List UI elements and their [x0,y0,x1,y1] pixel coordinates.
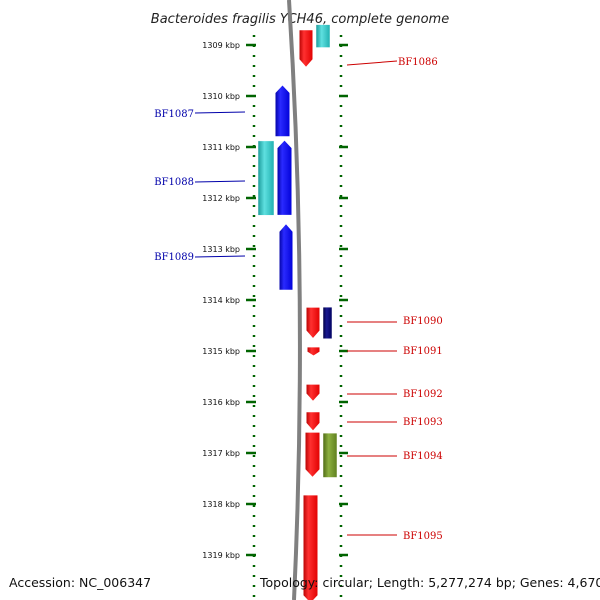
gene-label-bf1095[interactable]: BF1095 [403,531,443,542]
gene-label-bf1093[interactable]: BF1093 [403,417,443,428]
gene-arrow-bf1095[interactable] [302,494,319,600]
gene-layer [274,29,321,600]
leader-line-bf1089 [194,255,246,258]
feature-layer [257,24,338,478]
ruler-tick-label: 1315 kbp [202,347,240,356]
gene-arrow-bf1088[interactable] [276,139,293,216]
gene-label-bf1091[interactable]: BF1091 [403,346,443,357]
ruler-tick-label: 1319 kbp [202,551,240,560]
ruler-tick-label: 1317 kbp [202,449,240,458]
gene-arrow-bf1092[interactable] [305,383,321,403]
ruler-tick-label: 1311 kbp [202,143,240,152]
feature-teal-bar [257,140,275,216]
ruler-tick-label: 1316 kbp [202,398,240,407]
accession-text: Accession: NC_006347 [9,575,151,590]
backbone-layer [287,0,302,600]
leader-line-bf1088 [194,180,246,183]
gene-label-bf1092[interactable]: BF1092 [403,389,443,400]
ruler-tick-label: 1313 kbp [202,245,240,254]
gene-arrow-bf1093[interactable] [305,411,321,432]
gene-arrow-bf1091[interactable] [306,346,321,357]
gene-arrow-bf1086[interactable] [298,29,314,69]
feature-navy-bar [322,306,333,340]
gene-label-bf1090[interactable]: BF1090 [403,316,443,327]
ruler-tick-label: 1318 kbp [202,500,240,509]
ruler-tick-label: 1310 kbp [202,92,240,101]
gene-arrow-bf1087[interactable] [274,84,291,138]
gene-label-layer: BF1086 BF1087 BF1088 BF1089 BF1090 BF1091 BF10… [154,57,443,542]
ruler-tick-label: 1309 kbp [202,41,240,50]
feature-teal-bar [315,24,331,48]
feature-olive-bar [322,432,338,478]
ruler-tick-label: 1312 kbp [202,194,240,203]
gene-arrow-bf1090[interactable] [305,306,321,340]
ruler-tick-label: 1314 kbp [202,296,240,305]
gene-label-bf1089[interactable]: BF1089 [154,252,194,263]
map-title: Bacteroides fragilis YCH46, complete gen… [151,12,449,27]
genome-backbone [287,0,302,600]
topology-text: Topology: circular; Length: 5,277,274 bp… [259,575,600,590]
gene-arrow-bf1089[interactable] [278,222,294,291]
leader-line-bf1087 [194,111,246,114]
ruler: 1309 kbp 1310 kbp 1311 kbp 1312 kbp 1313 kbp… [202,35,348,600]
gene-label-bf1086[interactable]: BF1086 [398,57,438,68]
gene-label-bf1087[interactable]: BF1087 [154,109,194,120]
gene-label-bf1094[interactable]: BF1094 [403,451,443,462]
leader-line-bf1086 [346,60,398,66]
gene-label-bf1088[interactable]: BF1088 [154,177,194,188]
gene-arrow-bf1094[interactable] [304,431,321,479]
